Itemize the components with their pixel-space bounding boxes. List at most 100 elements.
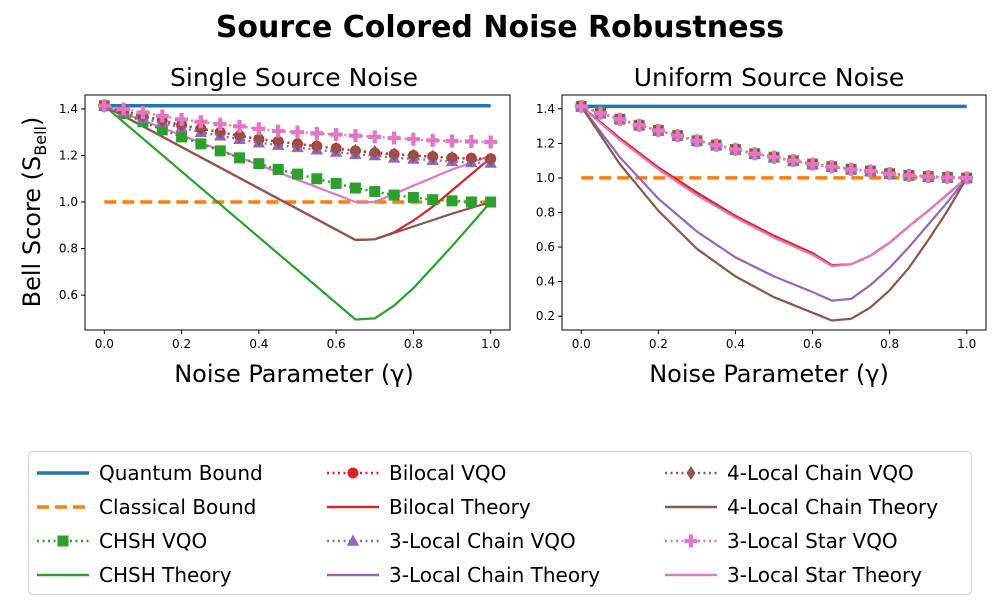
series-line-4-local-chain-theory: [103, 104, 492, 242]
marker-chsh-vqo: [214, 145, 226, 157]
legend-label: CHSH VQO: [99, 529, 208, 553]
axes-frame: [561, 94, 987, 331]
x-tick-label: 1.0: [957, 337, 976, 351]
marker-4-local-chain-vqo: [293, 136, 302, 151]
marker-4-local-chain-vqo: [447, 150, 457, 165]
legend-marker: [686, 466, 696, 480]
x-tick-label: 0.2: [649, 337, 668, 351]
legend-item-3-local-chain-theory: 3-Local Chain Theory: [325, 558, 600, 592]
marker-chsh-vqo: [272, 163, 284, 175]
marker-3-local-star-vqo: [806, 157, 820, 171]
plot-uniform-source-noise: Uniform Source Noise Noise Parameter (γ)…: [536, 63, 987, 388]
plot-single-source-noise: Single Source Noise Noise Parameter (γ) …: [18, 63, 511, 388]
y-tick-label: 0.8: [536, 206, 555, 220]
marker-4-local-chain-vqo: [215, 125, 225, 140]
legend-item-4-local-chain-theory: 4-Local Chain Theory: [663, 490, 938, 524]
series-line-chsh-vqo: [580, 105, 967, 180]
marker-3-local-star-vqo: [387, 131, 401, 145]
marker-4-local-chain-vqo: [486, 152, 496, 167]
y-tick-label: 1.2: [536, 136, 555, 150]
y-tick-label: 0.6: [59, 288, 78, 302]
legend-label: Bilocal Theory: [389, 495, 531, 519]
x-axis-label-single: Noise Parameter (γ): [174, 360, 414, 388]
x-tick-label: 0.6: [803, 337, 822, 351]
figure-title: Source Colored Noise Robustness: [216, 10, 784, 45]
marker-chsh-vqo: [349, 182, 361, 194]
marker-4-local-chain-vqo: [331, 141, 341, 156]
marker-3-local-star-vqo: [329, 128, 343, 142]
marker-3-local-star-vqo: [252, 122, 266, 136]
marker-3-local-star-vqo: [632, 118, 646, 132]
marker-3-local-star-vqo: [271, 124, 285, 138]
marker-chsh-vqo: [292, 168, 303, 180]
axes-frame: [84, 94, 511, 331]
marker-chsh-vqo: [427, 194, 439, 206]
marker-3-local-star-vqo: [921, 170, 935, 184]
legend-marker: [684, 534, 698, 548]
y-tick-label: 1.4: [59, 102, 78, 116]
marker-3-local-star-vqo: [594, 106, 608, 120]
marker-3-local-star-vqo: [786, 154, 800, 168]
series-line-3-local-chain-vqo: [580, 105, 967, 180]
marker-3-local-star-vqo: [348, 129, 362, 143]
marker-chsh-vqo: [369, 186, 381, 198]
y-tick-label: 0.6: [536, 240, 555, 254]
legend-label: Bilocal VQO: [389, 461, 507, 485]
x-axis-label-uniform: Noise Parameter (γ): [649, 360, 889, 388]
legend-swatch-4-local-chain-theory: [665, 505, 717, 509]
marker-chsh-vqo: [156, 124, 168, 136]
marker-3-local-star-vqo: [175, 112, 189, 126]
x-tick-label: 0.2: [172, 337, 191, 351]
y-tick-label: 0.2: [536, 309, 555, 323]
legend-label: 4-Local Chain Theory: [727, 495, 939, 519]
legend-label: 3-Local Chain Theory: [389, 563, 601, 587]
marker-3-local-star-vqo: [194, 115, 208, 129]
marker-3-local-star-vqo: [97, 99, 111, 113]
legend-swatch-chsh-theory: [37, 573, 89, 577]
marker-3-local-star-vqo: [863, 164, 877, 178]
marker-3-local-star-vqo: [844, 162, 858, 176]
legend-swatch-3-local-star-vqo: [665, 534, 717, 548]
legend-item-bilocal-vqo: Bilocal VQO: [325, 456, 600, 490]
series-group: [574, 99, 974, 322]
legend-swatch-3-local-star-theory: [665, 573, 717, 577]
marker-3-local-star-vqo: [213, 117, 227, 131]
x-tick-label: 0.8: [404, 337, 423, 351]
plot-title-single: Single Source Noise: [170, 63, 418, 92]
marker-3-local-star-vqo: [291, 125, 304, 139]
legend-item-chsh-vqo: CHSH VQO: [35, 524, 263, 558]
x-tick-label: 0.6: [327, 337, 346, 351]
marker-3-local-star-vqo: [825, 160, 839, 174]
marker-chsh-vqo: [311, 173, 323, 185]
x-tick-label: 0.8: [880, 337, 899, 351]
marker-4-local-chain-vqo: [273, 134, 283, 149]
marker-4-local-chain-vqo: [408, 148, 418, 163]
legend-label: Classical Bound: [99, 495, 257, 519]
x-tick-label: 0.0: [572, 337, 591, 351]
series-line-4-local-chain-theory: [580, 105, 968, 322]
marker-3-local-star-vqo: [464, 135, 478, 149]
legend-marker: [347, 467, 359, 479]
series-line-3-local-star-theory: [580, 105, 968, 268]
y-tick-label: 1.2: [59, 148, 78, 162]
marker-chsh-vqo: [330, 177, 342, 189]
y-tick-label: 1.0: [536, 171, 555, 185]
marker-3-local-star-vqo: [902, 168, 916, 182]
marker-4-local-chain-vqo: [466, 151, 476, 166]
marker-chsh-vqo: [195, 138, 207, 150]
legend-swatch-bilocal-vqo: [327, 467, 379, 479]
marker-4-local-chain-vqo: [254, 132, 264, 147]
legend-item-classical-bound: Classical Bound: [35, 490, 263, 524]
marker-3-local-star-vqo: [155, 109, 169, 123]
legend-label: 3-Local Chain VQO: [389, 529, 576, 553]
legend-swatch-bilocal-theory: [327, 505, 379, 509]
legend-column-1: Quantum Bound Classical Bound CHSH VQO CHSH…: [35, 456, 263, 592]
legend-swatch-quantum-bound: [37, 471, 89, 475]
legend-label: 3-Local Star VQO: [727, 529, 898, 553]
marker-chsh-vqo: [234, 152, 246, 164]
legend-column-2: Bilocal VQO Bilocal Theory 3-Local Chain V…: [325, 456, 600, 592]
y-axis-label-text: Bell Score (S: [18, 156, 46, 308]
x-tick-label: 0.0: [95, 337, 114, 351]
marker-3-local-star-vqo: [484, 135, 498, 149]
